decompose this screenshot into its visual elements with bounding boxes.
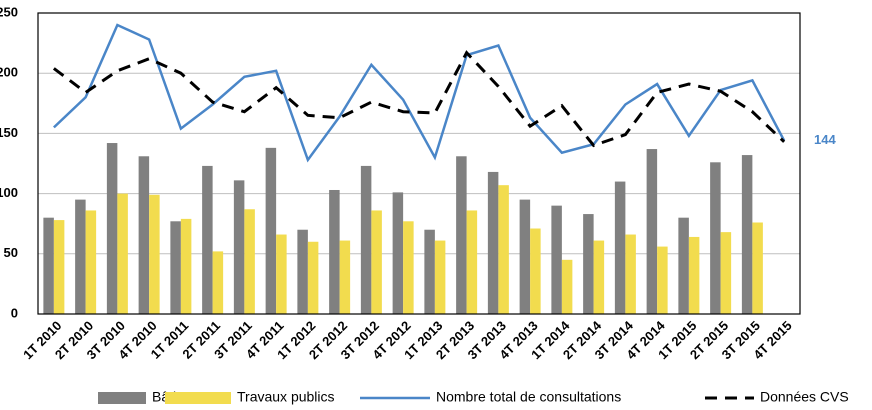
legend-label: Données CVS bbox=[760, 389, 849, 405]
bar bbox=[329, 189, 340, 314]
bar bbox=[138, 156, 150, 314]
plot-border bbox=[37, 12, 801, 315]
bar bbox=[106, 143, 118, 314]
bar bbox=[339, 240, 351, 314]
bar bbox=[53, 220, 65, 314]
bar bbox=[678, 217, 689, 314]
y-tick-label: 150 bbox=[0, 125, 18, 140]
bar bbox=[202, 165, 213, 314]
bar bbox=[212, 251, 224, 314]
bar bbox=[265, 147, 277, 314]
bar bbox=[688, 236, 700, 314]
bar bbox=[170, 221, 181, 314]
bar bbox=[276, 234, 287, 314]
bar bbox=[403, 221, 414, 314]
bar bbox=[307, 241, 319, 314]
bar bbox=[561, 259, 573, 314]
bar bbox=[593, 240, 605, 314]
bar bbox=[360, 165, 372, 314]
y-tick-label: 50 bbox=[4, 245, 18, 260]
bar bbox=[583, 214, 594, 314]
bar bbox=[752, 222, 763, 314]
bar bbox=[233, 180, 245, 314]
legend-swatch bbox=[98, 392, 146, 404]
data-label: 144 bbox=[814, 132, 836, 147]
legend-label: Nombre total de consultations bbox=[436, 389, 621, 405]
bar bbox=[75, 199, 86, 314]
bar bbox=[117, 193, 128, 314]
bar bbox=[498, 185, 509, 314]
y-tick-label: 0 bbox=[11, 305, 18, 320]
bar bbox=[551, 205, 562, 314]
bar bbox=[297, 229, 308, 314]
bar bbox=[392, 192, 404, 314]
bar bbox=[466, 210, 478, 314]
bar bbox=[530, 228, 541, 314]
bar bbox=[625, 234, 636, 314]
bar bbox=[371, 210, 382, 314]
y-tick-label: 100 bbox=[0, 185, 18, 200]
y-tick-label: 200 bbox=[0, 65, 18, 80]
bar bbox=[646, 149, 658, 314]
bar bbox=[149, 194, 160, 314]
line bbox=[52, 50, 786, 148]
line bbox=[53, 23, 786, 163]
bar bbox=[244, 209, 255, 314]
bar bbox=[456, 156, 467, 314]
bar bbox=[487, 171, 499, 314]
legend-label: Travaux publics bbox=[237, 389, 335, 405]
bar bbox=[614, 181, 626, 314]
bar bbox=[720, 232, 732, 314]
bar bbox=[657, 246, 668, 314]
bar bbox=[741, 155, 753, 314]
bar bbox=[85, 210, 97, 314]
bar bbox=[519, 199, 531, 314]
bar bbox=[424, 229, 435, 314]
legend-swatch bbox=[165, 392, 231, 404]
bar bbox=[43, 217, 54, 314]
bar bbox=[180, 218, 192, 314]
y-tick-label: 250 bbox=[0, 4, 18, 19]
bar bbox=[710, 162, 721, 314]
bar bbox=[434, 240, 446, 314]
